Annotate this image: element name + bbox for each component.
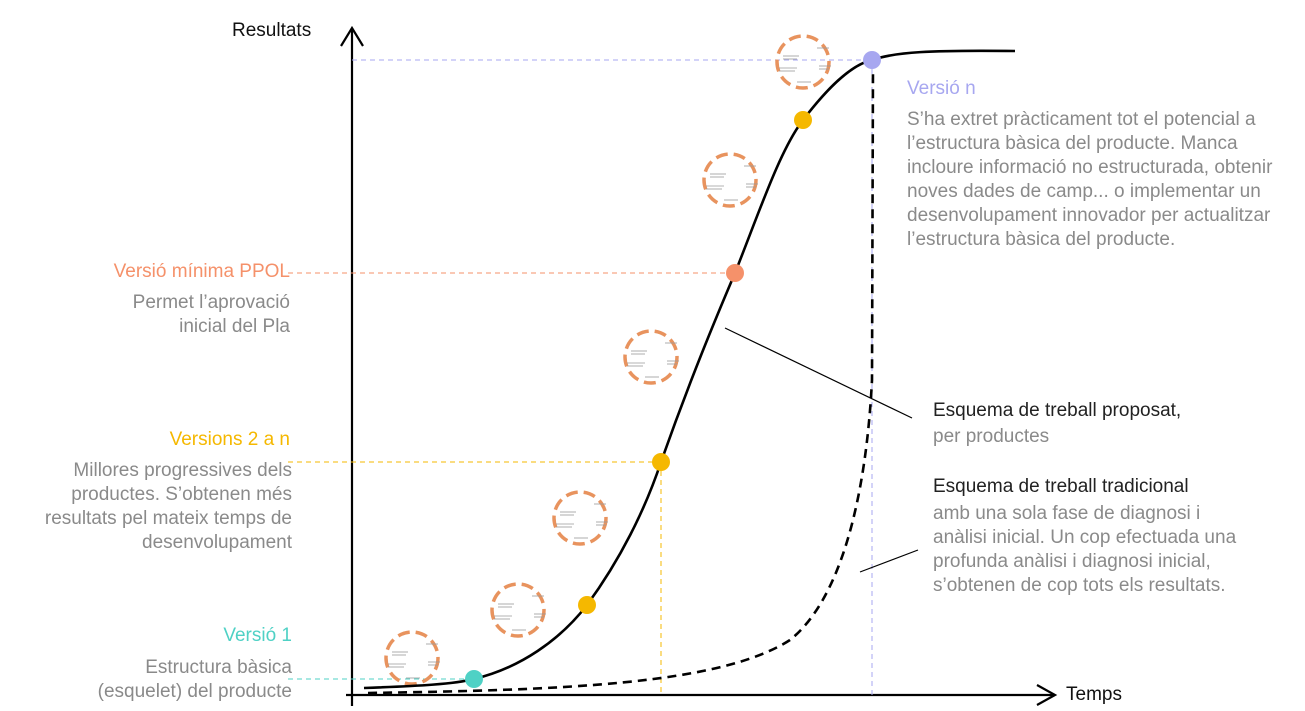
ppol-title: Versió mínima PPOL bbox=[113, 261, 290, 282]
y-axis-label: Resultats bbox=[232, 20, 312, 41]
traditional-scheme-title: Esquema de treball tradicional bbox=[933, 476, 1189, 497]
iteration-cycle-icon bbox=[552, 490, 610, 546]
iteration-cycle-icon bbox=[623, 329, 681, 385]
ppol-description: Permet l’aprovació inicial del Pla bbox=[132, 292, 290, 337]
version-1-title: Versió 1 bbox=[223, 625, 292, 646]
traditional-scheme-description: amb una sola fase de diagnosi i anàlisi … bbox=[933, 503, 1237, 596]
version-n-title: Versió n bbox=[907, 78, 976, 99]
versions-2-n-title: Versions 2 a n bbox=[169, 429, 290, 450]
iteration-cycle-icon bbox=[775, 34, 833, 90]
versions-2-n-description: Millores progressives dels productes. S’… bbox=[44, 460, 292, 553]
iteration-cycle-icon bbox=[702, 152, 760, 208]
version-1-description: Estructura bàsica (esquelet) del product… bbox=[97, 657, 292, 702]
marker-v2c bbox=[794, 111, 812, 129]
marker-v2b bbox=[652, 453, 670, 471]
proposed-scheme-description: per productes bbox=[933, 426, 1050, 447]
traditional-curve bbox=[367, 61, 875, 695]
traditional-pointer bbox=[859, 549, 919, 573]
marker-v2a bbox=[578, 596, 596, 614]
marker-ppol bbox=[726, 264, 744, 282]
proposed-scheme-title: Esquema de treball proposat, bbox=[933, 400, 1182, 421]
y-axis bbox=[340, 25, 364, 706]
iteration-cycle-icon bbox=[490, 582, 548, 638]
iteration-cycle-icon bbox=[384, 630, 442, 686]
proposed-pointer bbox=[724, 327, 913, 419]
x-axis bbox=[346, 684, 1058, 706]
x-axis-label: Temps bbox=[1066, 684, 1122, 705]
version-n-description: S’ha extret pràcticament tot el potencia… bbox=[907, 109, 1273, 250]
marker-vn bbox=[863, 51, 881, 69]
marker-v1 bbox=[465, 670, 483, 688]
